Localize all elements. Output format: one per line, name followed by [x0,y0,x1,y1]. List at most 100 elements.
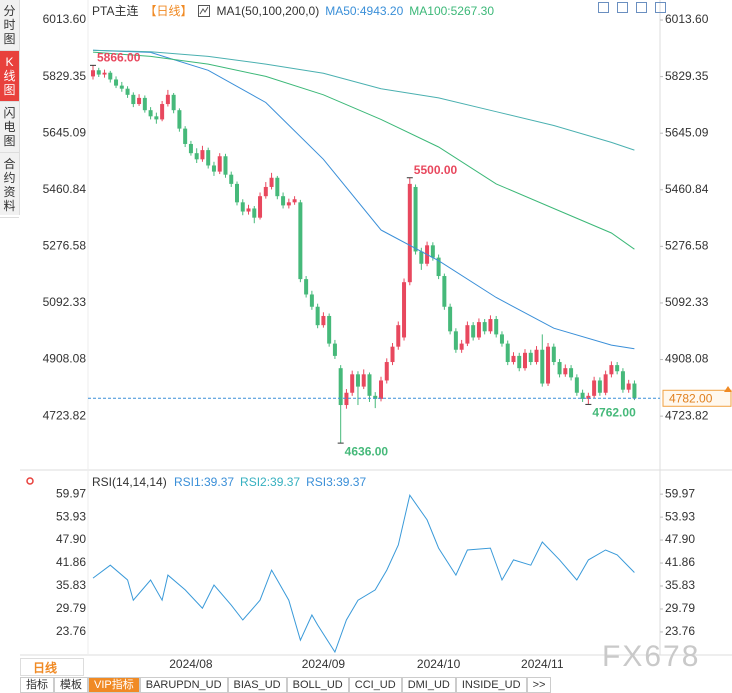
candle-body [499,334,504,344]
y-tick-label: 4723.82 [665,408,709,422]
y-tick-label: 6013.60 [43,12,87,26]
candle-body [286,202,291,206]
y-tick-label: 5645.09 [665,125,709,139]
candle-body [551,346,556,363]
y-tick-label: 6013.60 [665,12,709,26]
candle-body [165,94,170,105]
y-tick-label: 5829.35 [43,69,87,83]
candle-body [620,371,625,390]
candle-body [269,177,274,187]
indicator-tab[interactable]: CCI_UD [348,677,402,693]
candle-body [523,352,527,369]
indicator-tab[interactable]: INSIDE_UD [455,677,527,693]
candle-body [309,294,314,307]
y-tick-label: 41.86 [56,555,86,569]
y-tick-label: 5645.09 [43,125,87,139]
candle-body [355,374,360,387]
y-tick-label: 4723.82 [43,408,87,422]
candle-body [217,156,222,172]
header: PTA主连 【日线】 MA1(50,100,200,0) MA50:4943.2… [92,2,494,19]
y-tick-label: 5276.58 [665,239,709,253]
candle-body [505,343,510,363]
candle-body [304,279,309,295]
tool-icon[interactable] [598,2,609,13]
scroll-arrow [724,386,732,392]
candle-body [281,196,286,206]
watermark: FX678 [602,640,701,673]
indicator-tab[interactable]: BIAS_UD [227,677,287,693]
ma-label: MA50:4943.20 [325,3,404,18]
candle-body [546,346,551,384]
candle-body [436,257,441,277]
candle-body [453,331,458,350]
period[interactable]: 【日线】 [144,4,193,18]
candle-body [292,199,297,203]
candle-body [597,380,602,393]
y-tick-label: 4908.08 [43,352,87,366]
y-tick-label: 47.90 [665,532,695,546]
candle-body [206,150,211,166]
candle-body [632,383,637,399]
y-tick-label: 4908.08 [665,352,709,366]
settings-icon[interactable] [26,477,34,485]
indicator-tab[interactable]: 模板 [54,677,88,693]
candle-body [430,245,435,258]
candle-body [563,368,568,375]
candle-body [626,383,631,390]
candle-body [321,315,326,326]
y-tick-label: 23.76 [665,624,695,638]
candle-body [379,380,383,399]
indicator-icon[interactable] [198,4,211,17]
candle-body [298,202,303,280]
y-tick-label: 5092.33 [43,295,87,309]
candle-body [465,325,470,344]
candle-body [534,349,539,363]
candle-body [390,346,395,363]
side-tab[interactable]: 合约资料 [0,153,19,218]
candle-body [350,374,355,393]
candle-body [235,183,239,203]
side-tab[interactable]: K线图 [0,51,19,102]
y-tick-label: 5460.84 [43,182,87,196]
indicator-tab[interactable]: BOLL_UD [286,677,349,693]
candle-body [580,392,585,399]
candle-body [396,325,401,347]
candle-body [258,196,263,218]
last-price-label: 4782.00 [669,391,713,405]
indicator-tab[interactable]: >> [526,677,552,693]
indicator: MA1(50,100,200,0) [216,3,320,18]
tool-icon[interactable] [617,2,628,13]
tool-icon[interactable] [636,2,647,13]
candle-body [448,306,453,332]
candle-body [183,128,188,144]
rsi-title: RSI(14,14,14) [92,475,167,489]
side-tab[interactable]: 分时图 [0,0,19,51]
tool-icon[interactable] [655,2,666,13]
legend-entry: RSI2:39.37 [240,475,300,489]
y-tick-label: 29.79 [665,601,695,615]
candle-body [373,395,378,399]
candle-body [407,183,412,283]
candle-body [171,94,176,111]
side-tab[interactable]: 闪电图 [0,102,19,153]
ma-label: MA100:5267.30 [409,3,494,18]
annotation: 4636.00 [345,444,389,458]
candle-body [338,368,343,406]
candle-body [160,104,165,120]
indicator-tab[interactable]: 指标 [20,677,54,693]
candle-body [344,392,349,406]
candle-body [488,319,493,332]
symbol: PTA主连 [92,4,139,18]
candle-body [413,186,418,252]
indicator-tab[interactable]: BARUPDN_UD [139,677,228,693]
period-tab[interactable]: 日线 [20,658,84,676]
candle-body [569,368,574,378]
candle-body [592,380,597,396]
indicator-tab[interactable]: DMI_UD [401,677,456,693]
candle-body [125,88,130,95]
y-tick-label: 53.93 [56,509,86,523]
indicator-tab[interactable]: VIP指标 [88,677,140,693]
y-tick-label: 35.83 [665,578,695,592]
